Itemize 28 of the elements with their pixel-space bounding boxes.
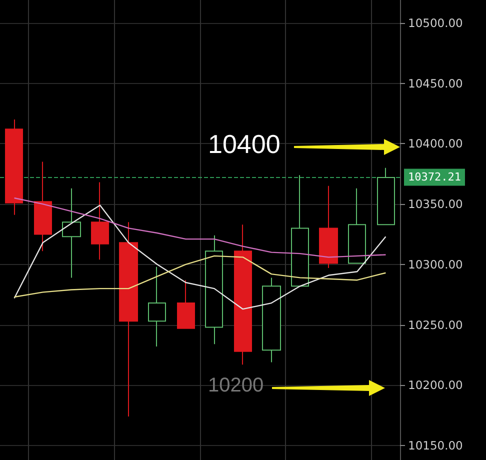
y-tick-label: 10150.00 bbox=[408, 438, 463, 453]
candlestick bbox=[348, 188, 366, 264]
line-series bbox=[14, 197, 386, 258]
y-tick-label: 10400.00 bbox=[408, 136, 463, 151]
candlestick bbox=[5, 119, 23, 216]
line-series bbox=[14, 255, 386, 298]
candlestick bbox=[319, 185, 338, 269]
candlestick bbox=[291, 174, 309, 287]
y-tick-label: 10450.00 bbox=[408, 76, 463, 90]
candlestick bbox=[34, 161, 52, 252]
y-tick-label: 10350.00 bbox=[408, 197, 463, 212]
candlestick bbox=[205, 234, 223, 345]
candlestick bbox=[234, 224, 252, 366]
candlestick bbox=[148, 266, 166, 348]
y-tick-label: 10500.00 bbox=[408, 16, 463, 30]
y-tick-label: 10300.00 bbox=[408, 257, 463, 272]
candlestick bbox=[91, 182, 109, 260]
candlestick bbox=[262, 277, 281, 363]
annotation: 10400 bbox=[208, 128, 280, 159]
candlestick bbox=[377, 167, 395, 226]
ref-line-label: 10372.21 bbox=[408, 170, 461, 184]
candlestick bbox=[62, 188, 81, 278]
y-tick-label: 10250.00 bbox=[408, 318, 463, 332]
line-series bbox=[14, 204, 386, 310]
annotation: 10200 bbox=[208, 374, 264, 397]
candlestick bbox=[119, 222, 138, 418]
candlestick bbox=[177, 280, 195, 329]
y-tick-label: 10200.00 bbox=[408, 378, 463, 392]
